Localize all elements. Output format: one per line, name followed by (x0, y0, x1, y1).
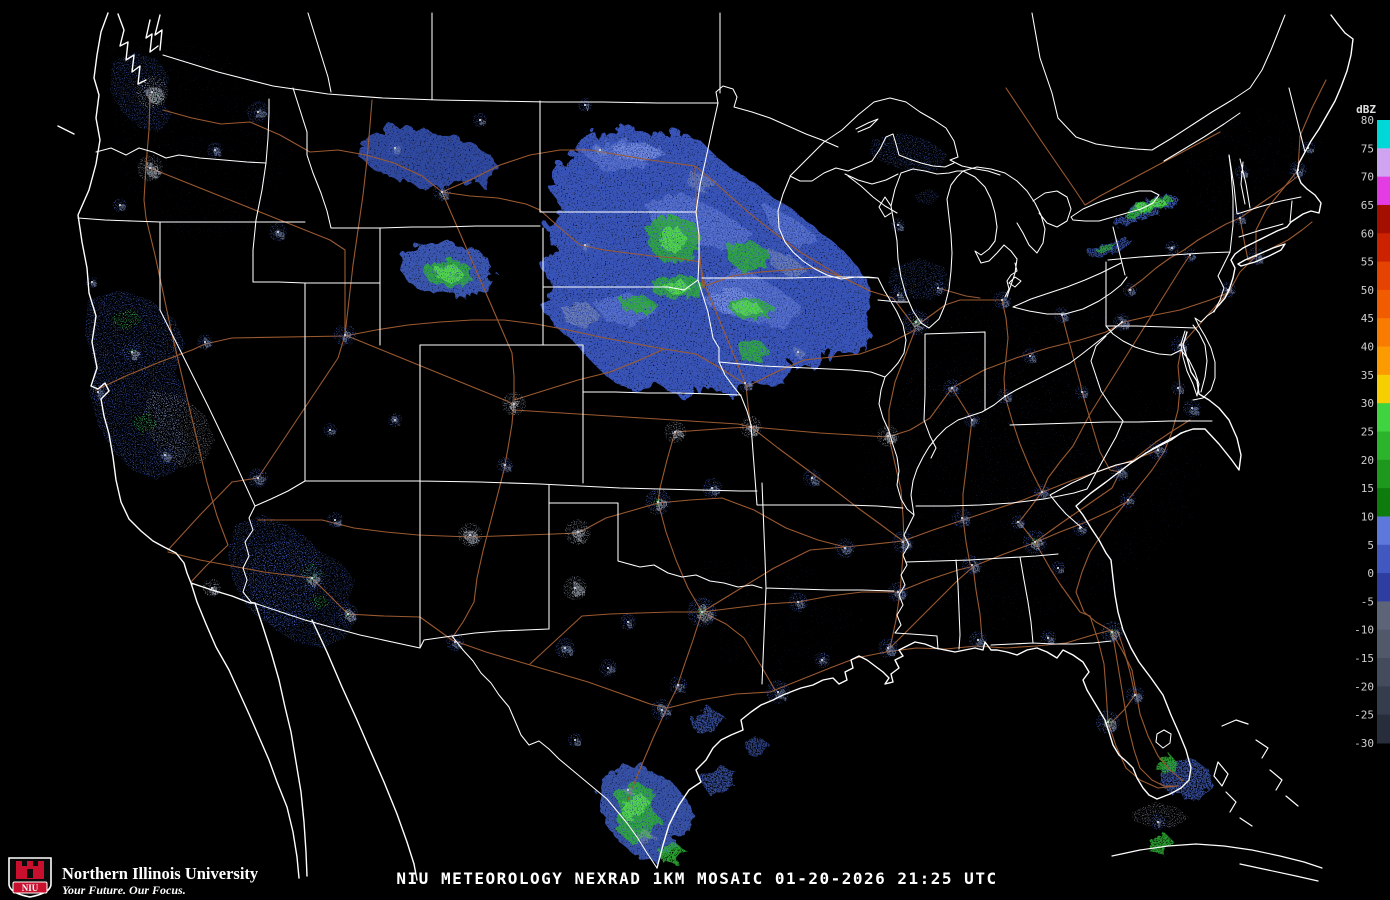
dbz-colorbar: dBZ 80757065605550454035302520151050-5-1… (1354, 103, 1390, 750)
colorbar-tick-25: 25 (1361, 426, 1374, 439)
colorbar-tick-65: 65 (1361, 199, 1374, 212)
colorbar-tick-45: 45 (1361, 312, 1374, 325)
colorbar-tick--15: -15 (1354, 652, 1374, 665)
university-name: Northern Illinois University (62, 864, 259, 883)
colorbar-tick-70: 70 (1361, 171, 1374, 184)
colorbar-tick-50: 50 (1361, 284, 1374, 297)
colorbar-tick-0: 0 (1367, 567, 1374, 580)
colorbar-tick-55: 55 (1361, 256, 1374, 269)
colorbar-tick-20: 20 (1361, 454, 1374, 467)
colorbar-tick--10: -10 (1354, 624, 1374, 637)
colorbar-tick-5: 5 (1367, 539, 1374, 552)
shield-text: NIU (22, 883, 39, 893)
university-tagline: Your Future. Our Focus. (62, 883, 186, 897)
colorbar-tick-75: 75 (1361, 142, 1374, 155)
colorbar-tick-80: 80 (1361, 114, 1374, 127)
product-caption: NIU METEOROLOGY NEXRAD 1KM MOSAIC 01-20-… (396, 869, 997, 888)
colorbar-tick-35: 35 (1361, 369, 1374, 382)
colorbar-tick--25: -25 (1354, 709, 1374, 722)
colorbar-tick--30: -30 (1354, 737, 1374, 750)
ground-clutter-layer (86, 76, 1315, 830)
colorbar-tick-10: 10 (1361, 510, 1374, 523)
map-borders (57, 12, 1354, 882)
colorbar-tick--5: -5 (1361, 595, 1374, 608)
colorbar-tick-30: 30 (1361, 397, 1374, 410)
niu-shield-icon: NIU (8, 857, 52, 898)
colorbar-tick-60: 60 (1361, 227, 1374, 240)
colorbar-tick-15: 15 (1361, 482, 1374, 495)
colorbar-tick-40: 40 (1361, 341, 1374, 354)
colorbar-unit-label: dBZ (1356, 103, 1376, 116)
colorbar-tick--20: -20 (1354, 680, 1374, 693)
niu-logo-block: NIU Northern Illinois University Your Fu… (0, 853, 259, 900)
